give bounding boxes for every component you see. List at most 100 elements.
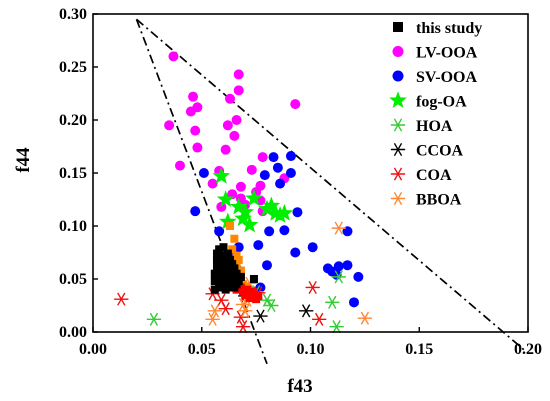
data-point (210, 277, 219, 286)
data-point (228, 260, 237, 269)
series-lv-ooa (164, 51, 301, 217)
data-point (236, 266, 245, 275)
data-point (230, 264, 239, 273)
y-tick-label: 0.25 (59, 59, 87, 76)
series-sv-ooa (190, 151, 364, 308)
data-point (232, 269, 241, 278)
data-point (228, 245, 237, 254)
data-point (285, 168, 296, 178)
data-point (235, 320, 251, 334)
x-axis-label: f43 (287, 376, 312, 397)
legend-item: SV-OOA (392, 69, 477, 86)
data-point (218, 302, 233, 316)
series-fog-oa (212, 166, 294, 233)
data-point (234, 277, 243, 286)
data-point (285, 151, 296, 162)
data-point (216, 190, 235, 208)
data-point (245, 294, 254, 303)
data-point (221, 258, 230, 267)
data-point (290, 247, 301, 258)
data-point (210, 285, 219, 294)
data-point (168, 51, 179, 62)
data-point (229, 197, 248, 215)
data-point (210, 269, 219, 278)
legend-label: SV-OOA (416, 69, 477, 86)
data-point (226, 283, 235, 292)
data-point (331, 221, 346, 235)
data-point (190, 125, 201, 136)
data-point (275, 178, 286, 189)
data-point (357, 311, 373, 325)
data-point (175, 160, 185, 171)
data-point (219, 243, 228, 252)
data-point (146, 312, 162, 326)
data-point (188, 91, 199, 102)
x-tick-label: 0.20 (514, 341, 542, 358)
data-point (230, 275, 239, 283)
data-point (207, 178, 218, 189)
data-point (272, 162, 283, 173)
legend-marker (389, 91, 407, 109)
data-point (235, 181, 246, 192)
y-tick-label: 0.15 (59, 165, 87, 182)
data-point (226, 222, 235, 230)
data-point (305, 280, 320, 295)
data-point (226, 275, 235, 283)
data-point (217, 283, 226, 292)
data-point (262, 260, 272, 271)
data-point (226, 255, 235, 264)
data-point (262, 196, 281, 214)
legend-item: CCOA (390, 142, 464, 160)
legend-marker (392, 70, 404, 82)
data-point (333, 261, 344, 272)
data-point (222, 120, 233, 131)
data-point (241, 290, 250, 299)
data-point (312, 312, 327, 326)
data-point (192, 102, 203, 113)
data-point (114, 292, 129, 306)
legend-item: COA (390, 167, 452, 184)
data-point (205, 312, 220, 326)
legend-marker (390, 142, 406, 157)
data-point (238, 304, 253, 318)
legend-label: BBOA (416, 192, 462, 209)
data-point (219, 212, 237, 230)
data-point (236, 202, 255, 220)
legend-marker (390, 191, 406, 206)
data-point (342, 260, 353, 271)
data-point (249, 275, 258, 283)
data-point (292, 207, 303, 218)
data-point (253, 309, 268, 323)
data-point (212, 255, 221, 264)
triangle-left-line (135, 18, 268, 365)
legend-marker (390, 118, 406, 132)
legend-item: LV-OOA (392, 45, 478, 62)
data-point (249, 290, 258, 299)
data-point (233, 85, 244, 96)
data-point (259, 293, 275, 307)
axis-ticks: 0.00 0.05 0.10 0.15 0.20 0.00 0.05 0.10 0.15 0.20… (59, 6, 542, 358)
data-point (307, 242, 318, 253)
data-point (240, 215, 259, 233)
data-point (236, 283, 245, 292)
data-point (234, 255, 243, 264)
legend-item: this study (393, 20, 482, 37)
legend-label: this study (416, 20, 482, 37)
data-point (234, 209, 252, 227)
legend: this study LV-OOA SV-OOA fog-OA HOA CCOA COA BB… (389, 20, 482, 209)
legend-label: LV-OOA (416, 45, 478, 62)
legend-label: COA (416, 167, 452, 184)
data-point (192, 142, 203, 153)
y-axis-label: f44 (13, 147, 34, 173)
data-point (215, 245, 224, 254)
y-tick-label: 0.10 (59, 218, 87, 235)
legend-label: CCOA (416, 143, 464, 160)
legend-marker (390, 167, 406, 181)
data-point (253, 240, 264, 251)
data-point (271, 206, 289, 223)
legend-marker (393, 22, 403, 32)
legend-item: BBOA (390, 191, 462, 209)
data-point (243, 285, 252, 294)
data-point (353, 271, 364, 282)
data-point (264, 226, 275, 237)
